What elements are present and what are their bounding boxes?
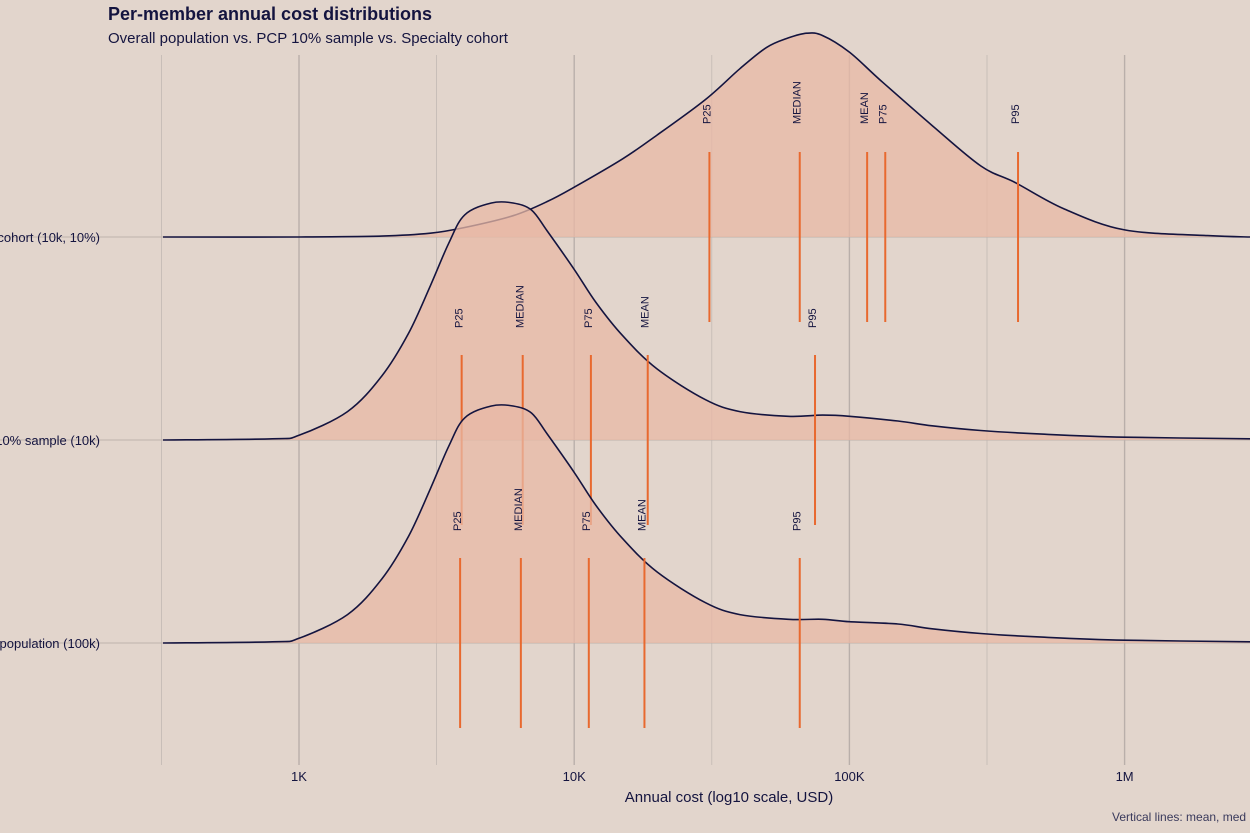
marker-label-p25: P25 (452, 511, 464, 531)
x-tick-label: 10K (563, 769, 586, 784)
series-label: l population (100k) (0, 636, 100, 651)
marker-label-mean: MEAN (859, 92, 871, 124)
x-tick-label: 1K (291, 769, 307, 784)
x-tick-label: 1M (1116, 769, 1134, 784)
x-axis: 1K 10K 100K 1M (291, 769, 1134, 784)
marker-label-mean: MEAN (636, 499, 648, 531)
density-line (162, 201, 1250, 441)
chart-subtitle: Overall population vs. PCP 10% sample vs… (108, 30, 508, 47)
ridges: cohort (10k, 10%)P25 MEDIAN MEAN P75 P9510% … (0, 32, 1250, 728)
density-area (163, 32, 1250, 238)
marker-label-p75: P75 (583, 308, 595, 328)
chart-title: Per-member annual cost distributions (108, 4, 433, 24)
density-line (162, 404, 1250, 644)
marker-label-median: MEDIAN (792, 81, 804, 124)
ridge-2: l population (100k) P25 MEDIAN P75 MEAN P95 (0, 404, 1250, 728)
ridge-0: cohort (10k, 10%) P25 MEDIAN MEAN P75 P95 (0, 32, 1250, 322)
marker-label-p75: P75 (877, 104, 889, 124)
density-line (162, 32, 1250, 238)
marker-label-p25: P25 (701, 104, 713, 124)
marker-label-p95: P95 (792, 511, 804, 531)
x-axis-title: Annual cost (log10 scale, USD) (625, 789, 833, 806)
marker-label-mean: MEAN (640, 296, 652, 328)
marker-label-p95: P95 (1010, 104, 1022, 124)
marker-label-p25: P25 (454, 308, 466, 328)
marker-label-median: MEDIAN (515, 285, 527, 328)
marker-label-median: MEDIAN (513, 488, 525, 531)
marker-label-p75: P75 (581, 511, 593, 531)
marker-label-p95: P95 (807, 308, 819, 328)
chart-caption: Vertical lines: mean, med (1112, 810, 1247, 824)
series-label: cohort (10k, 10%) (0, 230, 100, 245)
ridge-1: 10% sample (10k) P25 MEDIAN P75 MEAN P95 (0, 201, 1250, 525)
density-area (163, 201, 1250, 440)
series-label: 10% sample (10k) (0, 433, 100, 448)
x-tick-label: 100K (834, 769, 865, 784)
density-area (163, 404, 1250, 643)
